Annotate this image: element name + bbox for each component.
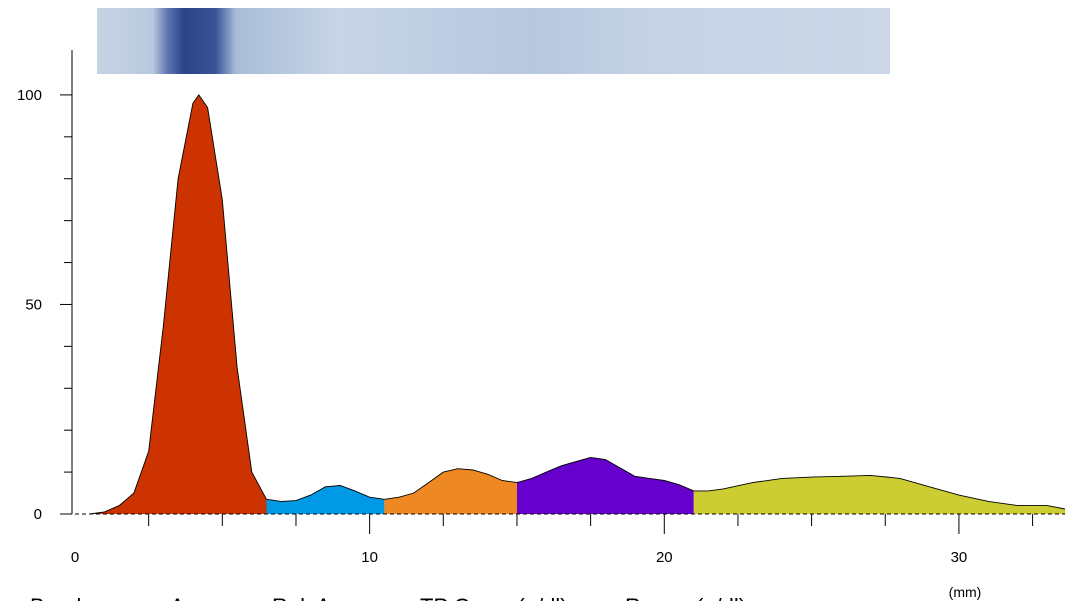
gel-strip — [97, 8, 890, 74]
area-segment — [266, 485, 385, 514]
table-header: Area — [170, 594, 217, 601]
curve-outline — [693, 474, 1065, 510]
y-tick-label: 100 — [17, 87, 42, 104]
y-tick-label: 50 — [25, 296, 42, 313]
table-header: TP Conc. (g/dl) — [420, 594, 568, 601]
y-tick-label: 0 — [34, 506, 42, 523]
curve-outline — [89, 94, 267, 515]
table-header: Rel. Area — [272, 594, 363, 601]
area-segment — [384, 468, 517, 514]
x-tick-label: 0 — [71, 549, 79, 566]
curve-outline — [266, 485, 385, 502]
x-tick-label: 10 — [361, 549, 378, 566]
x-tick-label: 30 — [951, 549, 968, 566]
x-axis-unit: (mm) — [949, 584, 982, 600]
area-segment — [693, 475, 1065, 514]
x-tick-label: 20 — [656, 549, 673, 566]
area-segment — [89, 94, 267, 515]
area-segment — [517, 457, 694, 514]
curve-outline — [384, 468, 518, 500]
table-header: Range (g/dl) — [625, 594, 746, 601]
table-header: Band — [30, 594, 81, 601]
curve-outline — [516, 456, 694, 492]
